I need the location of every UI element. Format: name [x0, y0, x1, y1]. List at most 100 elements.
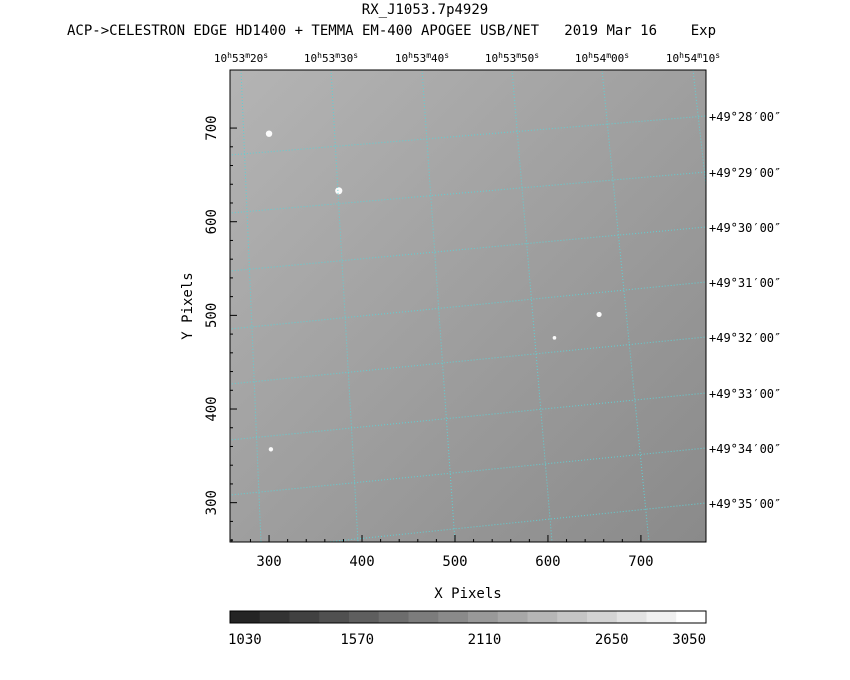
ra-value: 10: [702, 52, 715, 65]
colorbar-step: [378, 611, 409, 623]
y-tick-label: 400: [204, 396, 220, 421]
ra-tick-label: 10h​53m​40s​: [395, 51, 449, 65]
colorbar-label: 2650: [595, 632, 629, 648]
chart-title: RX_J1053.7p4929: [362, 2, 488, 18]
ra-unit: h: [317, 51, 322, 60]
colorbar: [229, 610, 707, 624]
ra-value: 53: [503, 52, 516, 65]
dec-grid-line: [230, 171, 706, 214]
x-axis: 300 400 500 600 700: [231, 535, 654, 570]
ra-value: 54: [684, 52, 698, 65]
colorbar-step: [230, 611, 261, 623]
colorbar-label: 3050: [672, 632, 706, 648]
dec-grid-line: [230, 281, 706, 330]
dec-tick-label: +49°32′00″: [709, 331, 781, 345]
ra-unit: m: [245, 51, 250, 60]
ra-value: 00: [611, 52, 624, 65]
ra-unit: s: [444, 51, 449, 60]
ra-unit: m: [516, 51, 521, 60]
x-tick-label: 400: [349, 554, 374, 570]
colorbar-step: [438, 611, 469, 623]
dec-tick-label: +49°35′00″: [709, 497, 781, 511]
star: [552, 336, 557, 340]
dec-tick-label: +49°33′00″: [709, 387, 781, 401]
ra-unit: s: [353, 51, 358, 60]
dec-tick-label: +49°29′00″: [709, 166, 781, 180]
ra-tick-label: 10h​54m​10s​: [666, 51, 720, 65]
ra-axis: 10h​53m​20s​ 10h​53m​30s​ 10h​53m​40s​ 10h​…: [214, 51, 720, 65]
ra-unit: s: [624, 51, 629, 60]
dec-tick-label: +49°30′00″: [709, 221, 781, 235]
ra-value: 53: [322, 52, 335, 65]
ra-tick-label: 10h​53m​20s​: [214, 51, 268, 65]
ra-grid-line: [330, 70, 359, 542]
colorbar-label: 2110: [468, 632, 502, 648]
ra-tick-label: 10h​53m​50s​: [485, 51, 539, 65]
colorbar-step: [646, 611, 677, 623]
x-tick-label: 300: [256, 554, 281, 570]
ra-unit: h: [679, 51, 684, 60]
colorbar-step: [349, 611, 380, 623]
ra-unit: h: [408, 51, 413, 60]
colorbar-label: 1570: [340, 632, 374, 648]
plot-frame: [229, 69, 707, 543]
y-tick-label: 600: [204, 209, 220, 234]
ra-unit: m: [606, 51, 611, 60]
y-tick-label: 500: [204, 303, 220, 328]
ra-unit: h: [227, 51, 232, 60]
y-axis-label: Y Pixels: [180, 272, 196, 339]
dec-grid-line: [230, 392, 706, 441]
ra-value: 10: [214, 52, 227, 65]
ra-value: 10: [575, 52, 588, 65]
ra-value: 53: [413, 52, 426, 65]
ra-unit: h: [498, 51, 503, 60]
dec-axis: +49°28′00″ +49°29′00″ +49°30′00″ +49°31′00″…: [709, 110, 781, 511]
y-tick-label: 300: [204, 490, 220, 515]
ra-value: 10: [395, 52, 408, 65]
dec-grid-line: [230, 336, 706, 385]
star: [268, 447, 274, 452]
colorbar-step: [497, 611, 528, 623]
colorbar-step: [468, 611, 499, 623]
x-tick-label: 600: [535, 554, 560, 570]
colorbar-label: 1030: [228, 632, 262, 648]
ra-unit: m: [697, 51, 702, 60]
dec-grid-line: [230, 226, 706, 272]
coordinate-grid: [230, 70, 706, 542]
ra-tick-label: 10h​53m​30s​: [304, 51, 358, 65]
ra-grid-line: [511, 70, 553, 542]
ra-unit: m: [426, 51, 431, 60]
ra-grid-line: [421, 70, 456, 542]
ra-value: 20: [250, 52, 263, 65]
ra-unit: s: [715, 51, 720, 60]
dec-grid-line: [230, 447, 706, 496]
star-field: [265, 130, 602, 452]
ra-value: 30: [340, 52, 353, 65]
colorbar-step: [408, 611, 439, 623]
dec-tick-label: +49°34′00″: [709, 442, 781, 456]
dec-tick-label: +49°28′00″: [709, 110, 781, 124]
colorbar-step: [616, 611, 647, 623]
colorbar-step: [259, 611, 290, 623]
ra-value: 40: [431, 52, 444, 65]
colorbar-frame: [229, 610, 707, 624]
ra-value: 10: [304, 52, 317, 65]
ra-grid-line: [601, 70, 650, 542]
ra-unit: s: [263, 51, 268, 60]
ra-value: 10: [666, 52, 679, 65]
x-axis-label: X Pixels: [434, 586, 501, 602]
y-axis: 300 400 500 600 700: [204, 115, 237, 541]
colorbar-labels: 1030 1570 2110 2650 3050: [228, 632, 706, 648]
x-tick-label: 500: [442, 554, 467, 570]
star: [335, 187, 343, 195]
ra-unit: s: [534, 51, 539, 60]
y-tick-label: 700: [204, 115, 220, 140]
colorbar-step: [289, 611, 320, 623]
ra-tick-label: 10h​54m​00s​: [575, 51, 629, 65]
colorbar-step: [557, 611, 588, 623]
x-tick-label: 700: [628, 554, 653, 570]
star: [265, 130, 273, 137]
star: [596, 311, 602, 318]
ra-unit: h: [588, 51, 593, 60]
